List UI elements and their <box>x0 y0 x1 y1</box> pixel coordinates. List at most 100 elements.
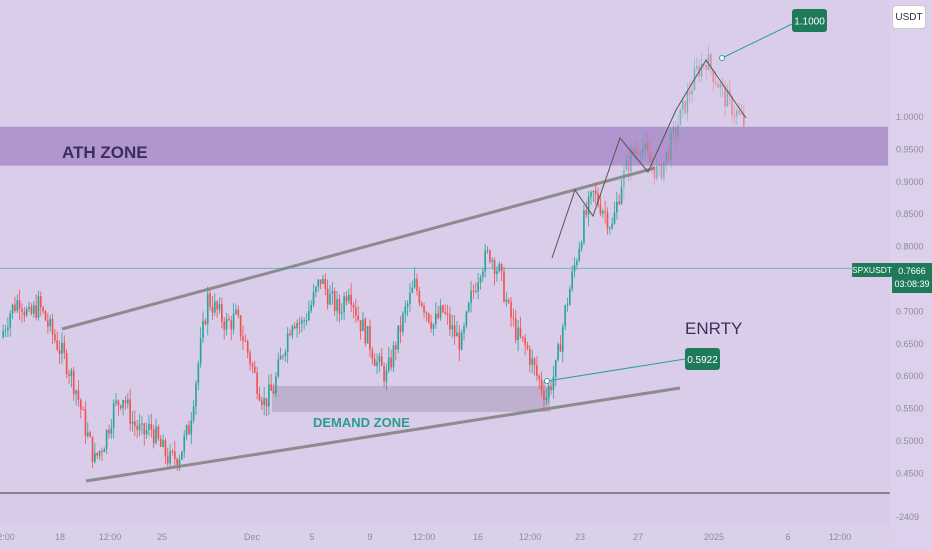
candle-body <box>498 264 501 271</box>
price-tick-label: 0.6500 <box>896 339 924 349</box>
candle-body <box>430 321 432 329</box>
candle-body <box>16 300 19 311</box>
candle-body <box>101 450 103 452</box>
candle-body <box>225 318 228 330</box>
candle-body <box>37 296 40 318</box>
candle-body <box>453 325 456 337</box>
candle-body <box>157 426 160 439</box>
candle-body <box>695 66 698 69</box>
candle-body <box>82 409 84 411</box>
candle-body <box>672 127 675 133</box>
time-tick-label: 12:00 <box>829 532 852 542</box>
price-tick-label: 0.5500 <box>896 404 924 414</box>
candle-body <box>308 310 310 321</box>
candle-body <box>181 451 183 460</box>
entry-price-badge[interactable] <box>685 348 720 370</box>
entry-callout-line <box>546 358 686 382</box>
candle-body <box>644 142 646 149</box>
candle-body <box>648 150 651 163</box>
candle-body <box>371 349 374 359</box>
candle-body <box>326 288 329 305</box>
candle-body <box>206 293 209 325</box>
candle-body <box>608 227 611 229</box>
time-axis[interactable] <box>0 523 890 550</box>
time-ticks: 2:00 18 12:00 25 Dec 5 9 12:00 16 12:00 23 27 2025 6 1… <box>0 532 851 542</box>
candle-body <box>524 338 526 346</box>
candle-body <box>625 160 628 170</box>
candle-body <box>169 451 171 464</box>
candle-body <box>705 64 708 70</box>
candle-body <box>47 320 49 327</box>
upper-trend-line[interactable] <box>61 166 656 331</box>
time-tick-label: Dec <box>244 532 261 542</box>
candle-body <box>272 390 275 394</box>
candle-body <box>383 365 385 382</box>
candle-body <box>117 400 120 406</box>
candle-body <box>456 332 458 337</box>
candle-body <box>519 327 522 337</box>
candle-body <box>385 370 388 382</box>
candle-body <box>96 452 99 456</box>
candle-body <box>98 450 101 456</box>
candle-body <box>352 304 355 308</box>
price-tick-label: 0.8000 <box>896 242 924 252</box>
indicator-pane <box>0 493 890 523</box>
price-tick-label: 0.6000 <box>896 371 924 381</box>
symbol-label: SPXUSDT <box>851 263 893 277</box>
time-tick-label: 12:00 <box>413 532 436 542</box>
candle-body <box>54 334 56 341</box>
candle-body <box>291 325 294 336</box>
candle-body <box>660 164 663 179</box>
candle-body <box>597 193 599 205</box>
candle-body <box>143 423 146 435</box>
candle-body <box>496 270 498 275</box>
candle-body <box>268 384 270 407</box>
candle-body <box>486 250 489 252</box>
candle-body <box>251 364 254 367</box>
candle-body <box>223 321 226 330</box>
candle-body <box>630 148 632 172</box>
currency-button[interactable]: USDT <box>892 5 926 29</box>
candle-body <box>333 291 336 312</box>
candle-body <box>399 325 402 332</box>
target-price-text: 1.1000 <box>794 17 825 28</box>
candle-body <box>561 326 564 352</box>
candle-body <box>56 340 59 350</box>
price-tick-label: 0.5000 <box>896 436 924 446</box>
lower-trend-line[interactable] <box>85 386 681 483</box>
candle-body <box>284 352 287 357</box>
candle-body <box>134 421 136 426</box>
candle-body <box>21 308 23 312</box>
candle-body <box>665 151 668 163</box>
candle-body <box>228 318 230 321</box>
candle-body <box>148 423 150 431</box>
candle-body <box>550 386 552 391</box>
plot-area[interactable] <box>0 0 890 493</box>
candle-body <box>209 293 211 307</box>
candle-body <box>138 424 141 430</box>
candle-body <box>345 296 348 302</box>
candle-body <box>387 357 390 371</box>
candle-body <box>663 162 665 179</box>
candle-body <box>526 345 529 349</box>
candle-body <box>30 306 33 314</box>
candle-body <box>286 333 289 353</box>
current-price-box: 0.7666 03:08:39 <box>892 263 932 293</box>
candle-body <box>164 440 167 457</box>
candle-body <box>463 325 465 333</box>
target-callout-line <box>721 23 793 59</box>
target-price-badge[interactable] <box>792 9 827 32</box>
candle-body <box>293 325 296 329</box>
candle-body <box>11 304 14 314</box>
candle-body <box>402 313 404 332</box>
candle-body <box>122 400 124 409</box>
projection-path <box>551 59 747 259</box>
candle-body <box>707 54 710 70</box>
candle-body <box>373 358 376 366</box>
candle-body <box>409 292 411 304</box>
candle-body <box>317 279 320 287</box>
candle-body <box>28 306 30 310</box>
candle-body <box>380 356 383 366</box>
candle-body <box>61 342 63 354</box>
